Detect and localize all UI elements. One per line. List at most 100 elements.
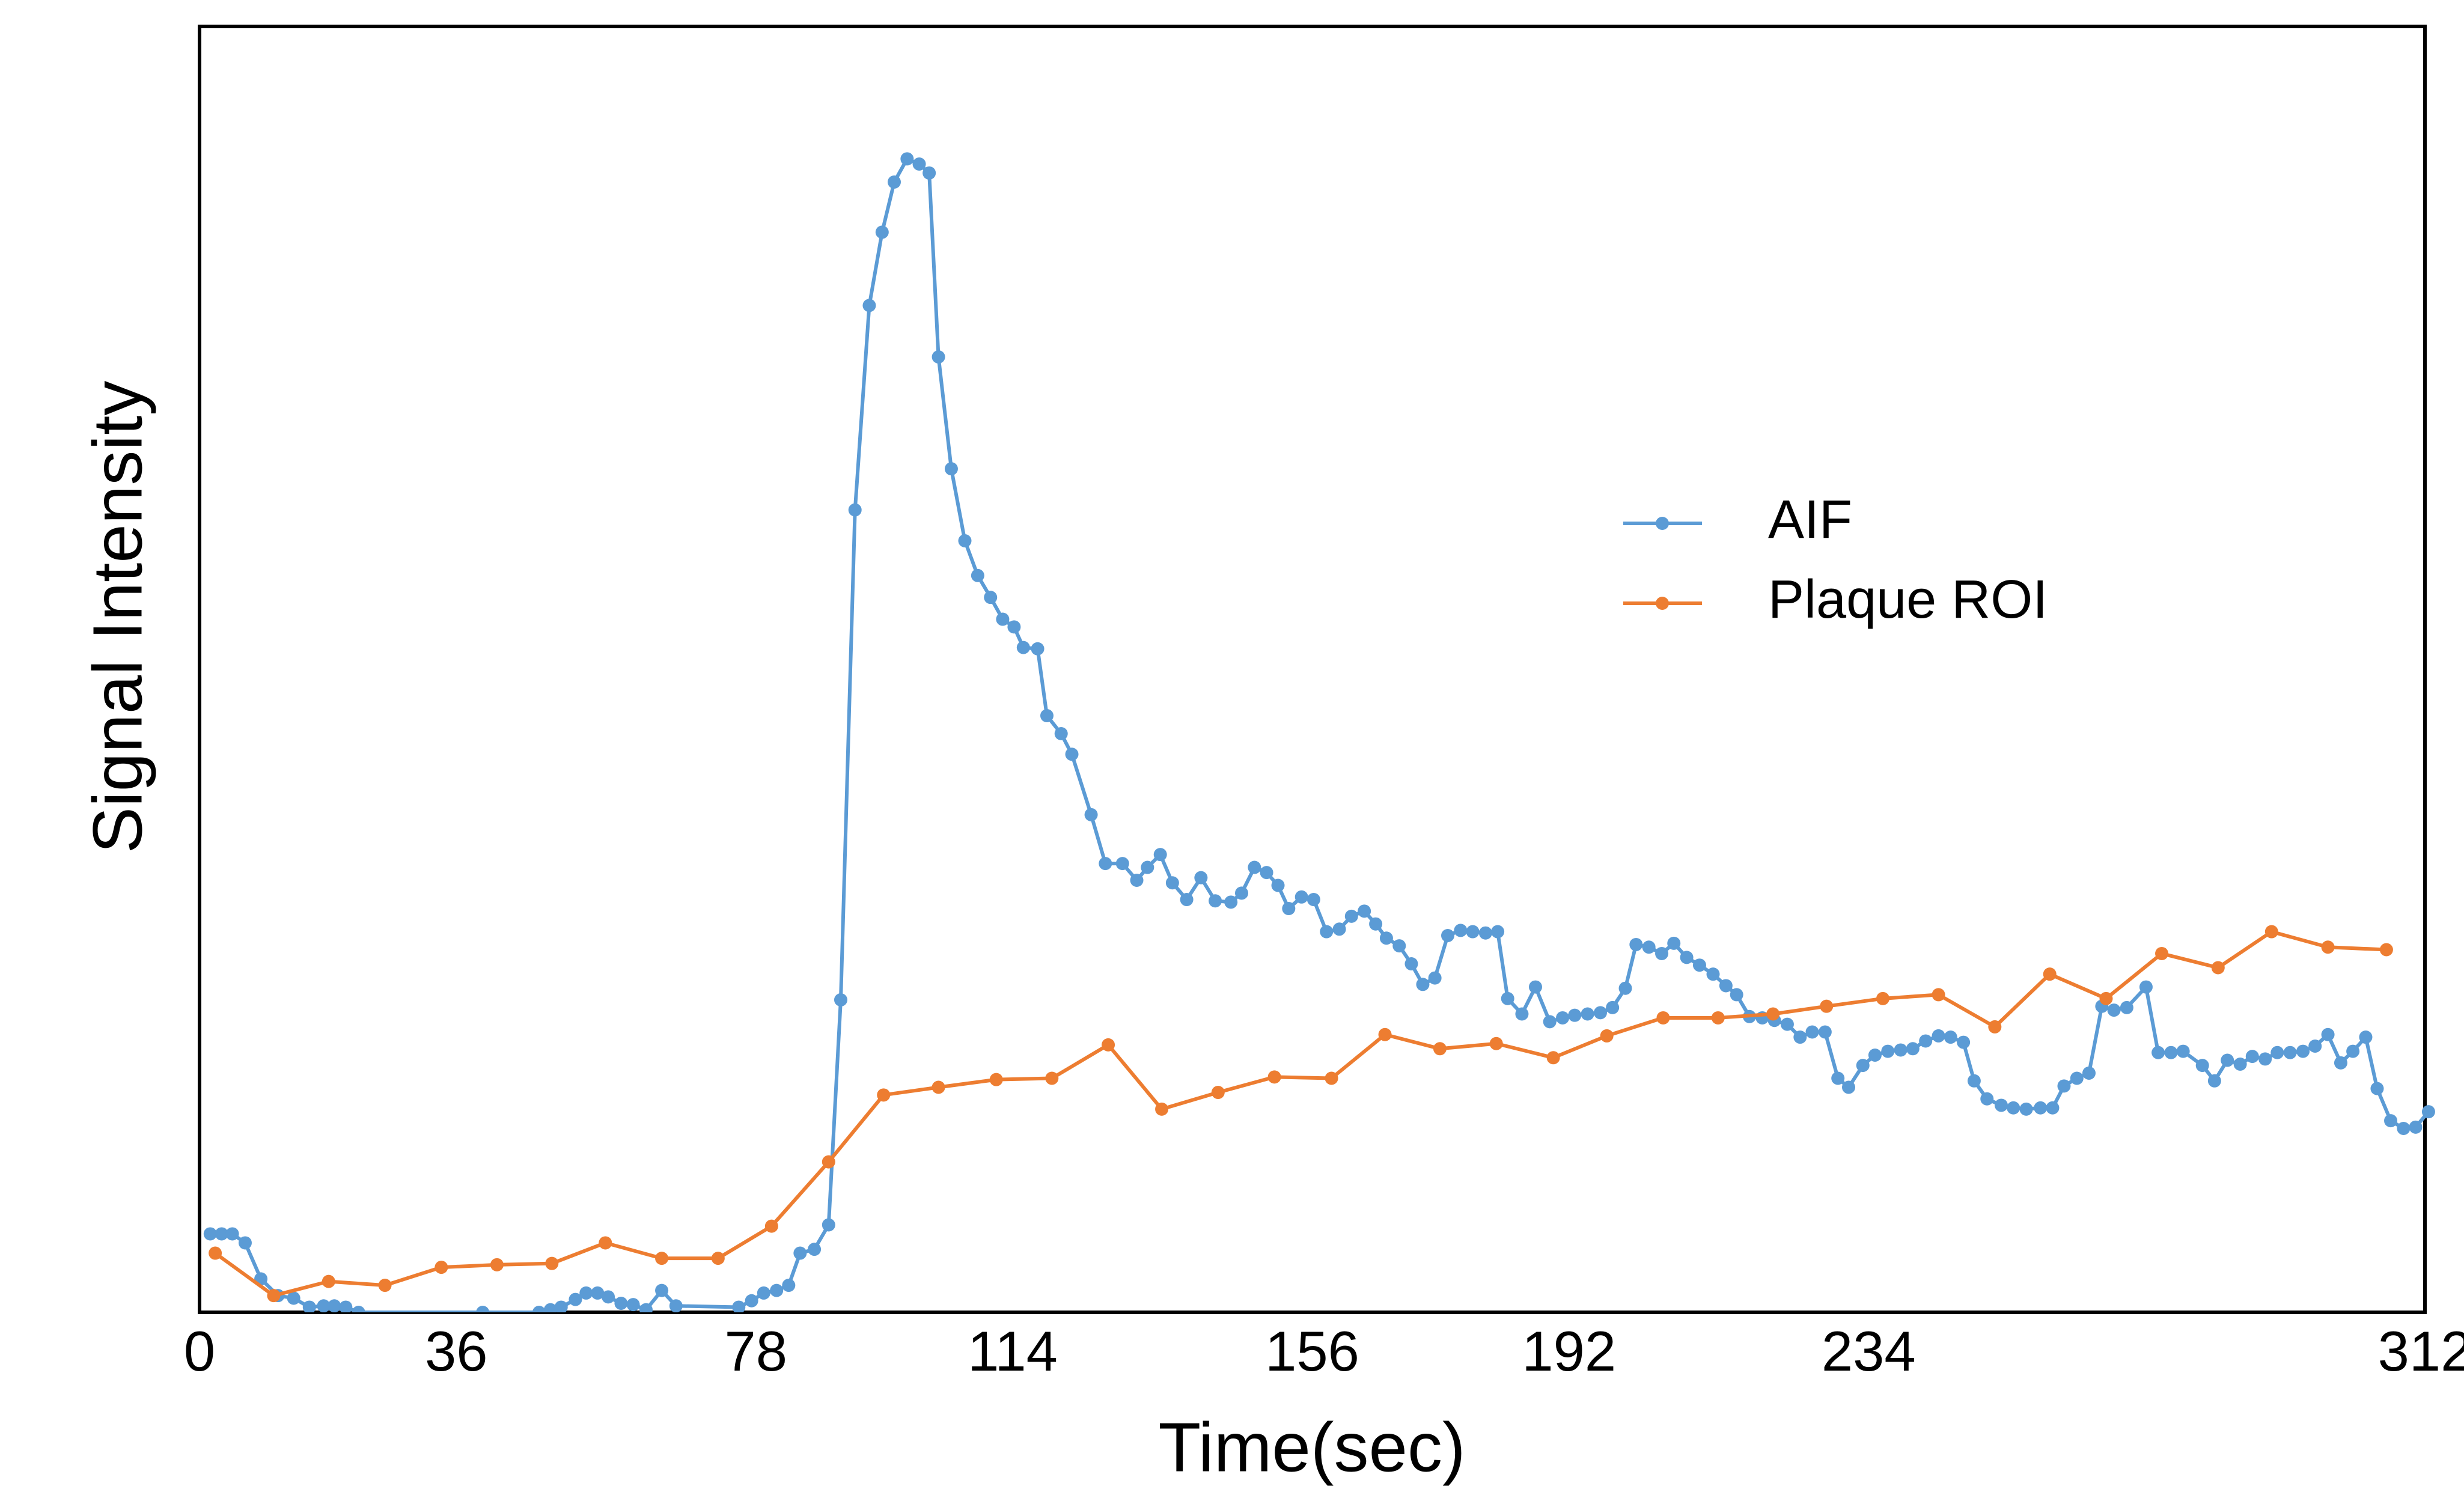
data-point (2258, 1052, 2272, 1066)
data-point (2397, 1121, 2411, 1135)
data-point (2421, 1105, 2435, 1119)
data-point (1344, 909, 1358, 923)
data-point (1224, 895, 1238, 909)
data-point (238, 1236, 252, 1250)
data-point (900, 152, 914, 166)
data-point (1606, 1000, 1620, 1014)
data-point (984, 591, 998, 604)
data-point (1416, 978, 1430, 991)
data-point (1307, 893, 1320, 907)
data-point (2233, 1057, 2247, 1071)
data-point (1831, 1071, 1845, 1085)
data-point (1115, 857, 1129, 871)
data-point (2359, 1031, 2373, 1044)
data-point (757, 1286, 770, 1300)
data-point (267, 1289, 281, 1303)
data-point (2211, 961, 2225, 975)
legend-marker (1656, 517, 1669, 530)
data-point (1153, 848, 1167, 862)
data-point (569, 1292, 582, 1306)
data-point (1656, 1011, 1670, 1024)
series-line (214, 930, 2387, 1298)
data-point (1433, 1042, 1447, 1056)
data-point (1680, 951, 1694, 964)
data-point (1441, 928, 1455, 942)
data-point (2046, 1101, 2060, 1115)
data-point (1016, 641, 1030, 654)
data-point (1392, 939, 1406, 953)
data-point (2379, 943, 2393, 957)
data-point (1894, 1043, 1907, 1057)
data-point (1820, 999, 1834, 1013)
plot-frame (198, 25, 2427, 1314)
data-point (1556, 1011, 1570, 1024)
data-point (2099, 991, 2113, 1005)
data-point (2164, 1046, 2178, 1059)
data-point (1876, 991, 1889, 1005)
data-point (2370, 1082, 2384, 1095)
data-point (339, 1300, 353, 1312)
data-point (1692, 958, 1706, 972)
data-point (599, 1236, 612, 1250)
data-point (1295, 890, 1308, 904)
x-tick-label: 156 (1265, 1320, 1359, 1383)
data-point (732, 1300, 746, 1312)
data-point (1706, 967, 1720, 981)
data-point (932, 1080, 945, 1094)
data-point (1711, 1011, 1725, 1024)
data-point (1260, 866, 1273, 880)
data-point (808, 1243, 822, 1256)
data-point (1007, 620, 1021, 634)
data-point (2283, 1046, 2297, 1059)
data-point (639, 1303, 653, 1312)
x-tick-label: 192 (1522, 1320, 1616, 1383)
data-point (1919, 1034, 1933, 1048)
data-point (1629, 937, 1643, 951)
data-point (1856, 1059, 1870, 1073)
data-point (2308, 1040, 2322, 1053)
data-point (912, 157, 926, 171)
data-point (2176, 1044, 2190, 1058)
data-point (1099, 857, 1112, 871)
data-point (2120, 1000, 2133, 1014)
data-point (287, 1291, 300, 1305)
data-point (532, 1306, 546, 1312)
data-point (2207, 1074, 2221, 1088)
data-point (1667, 936, 1681, 950)
data-point (591, 1286, 605, 1300)
data-point (1209, 894, 1222, 908)
data-point (1404, 957, 1418, 971)
data-point (626, 1298, 640, 1312)
data-point (1211, 1086, 1225, 1100)
data-point (1805, 1025, 1819, 1039)
data-point (764, 1219, 778, 1233)
data-point (932, 350, 945, 364)
data-point (1478, 926, 1492, 940)
data-point (1084, 808, 1098, 821)
data-point (877, 1088, 891, 1102)
data-point (1501, 991, 1514, 1005)
series-line (210, 157, 2430, 1312)
data-point (1515, 1007, 1529, 1021)
x-tick-label: 312 (2378, 1320, 2464, 1383)
x-tick-label: 234 (1822, 1320, 1916, 1383)
data-point (1793, 1031, 1807, 1044)
data-point (2082, 1066, 2096, 1080)
data-point (1369, 917, 1383, 931)
data-point (1581, 1007, 1594, 1021)
data-point (1818, 1025, 1832, 1039)
data-point (1320, 925, 1334, 939)
data-point (2409, 1120, 2423, 1134)
data-point (848, 503, 862, 517)
data-point (1454, 924, 1468, 937)
data-point (1194, 871, 1208, 884)
data-point (1881, 1044, 1895, 1058)
data-point (1248, 860, 1261, 874)
y-axis-title: Signal Intensity (79, 381, 157, 854)
data-point (1282, 902, 1296, 916)
data-point (1944, 1031, 1957, 1044)
x-axis-title: Time(sec) (1158, 1408, 1465, 1487)
data-point (614, 1297, 628, 1311)
data-point (579, 1286, 593, 1300)
